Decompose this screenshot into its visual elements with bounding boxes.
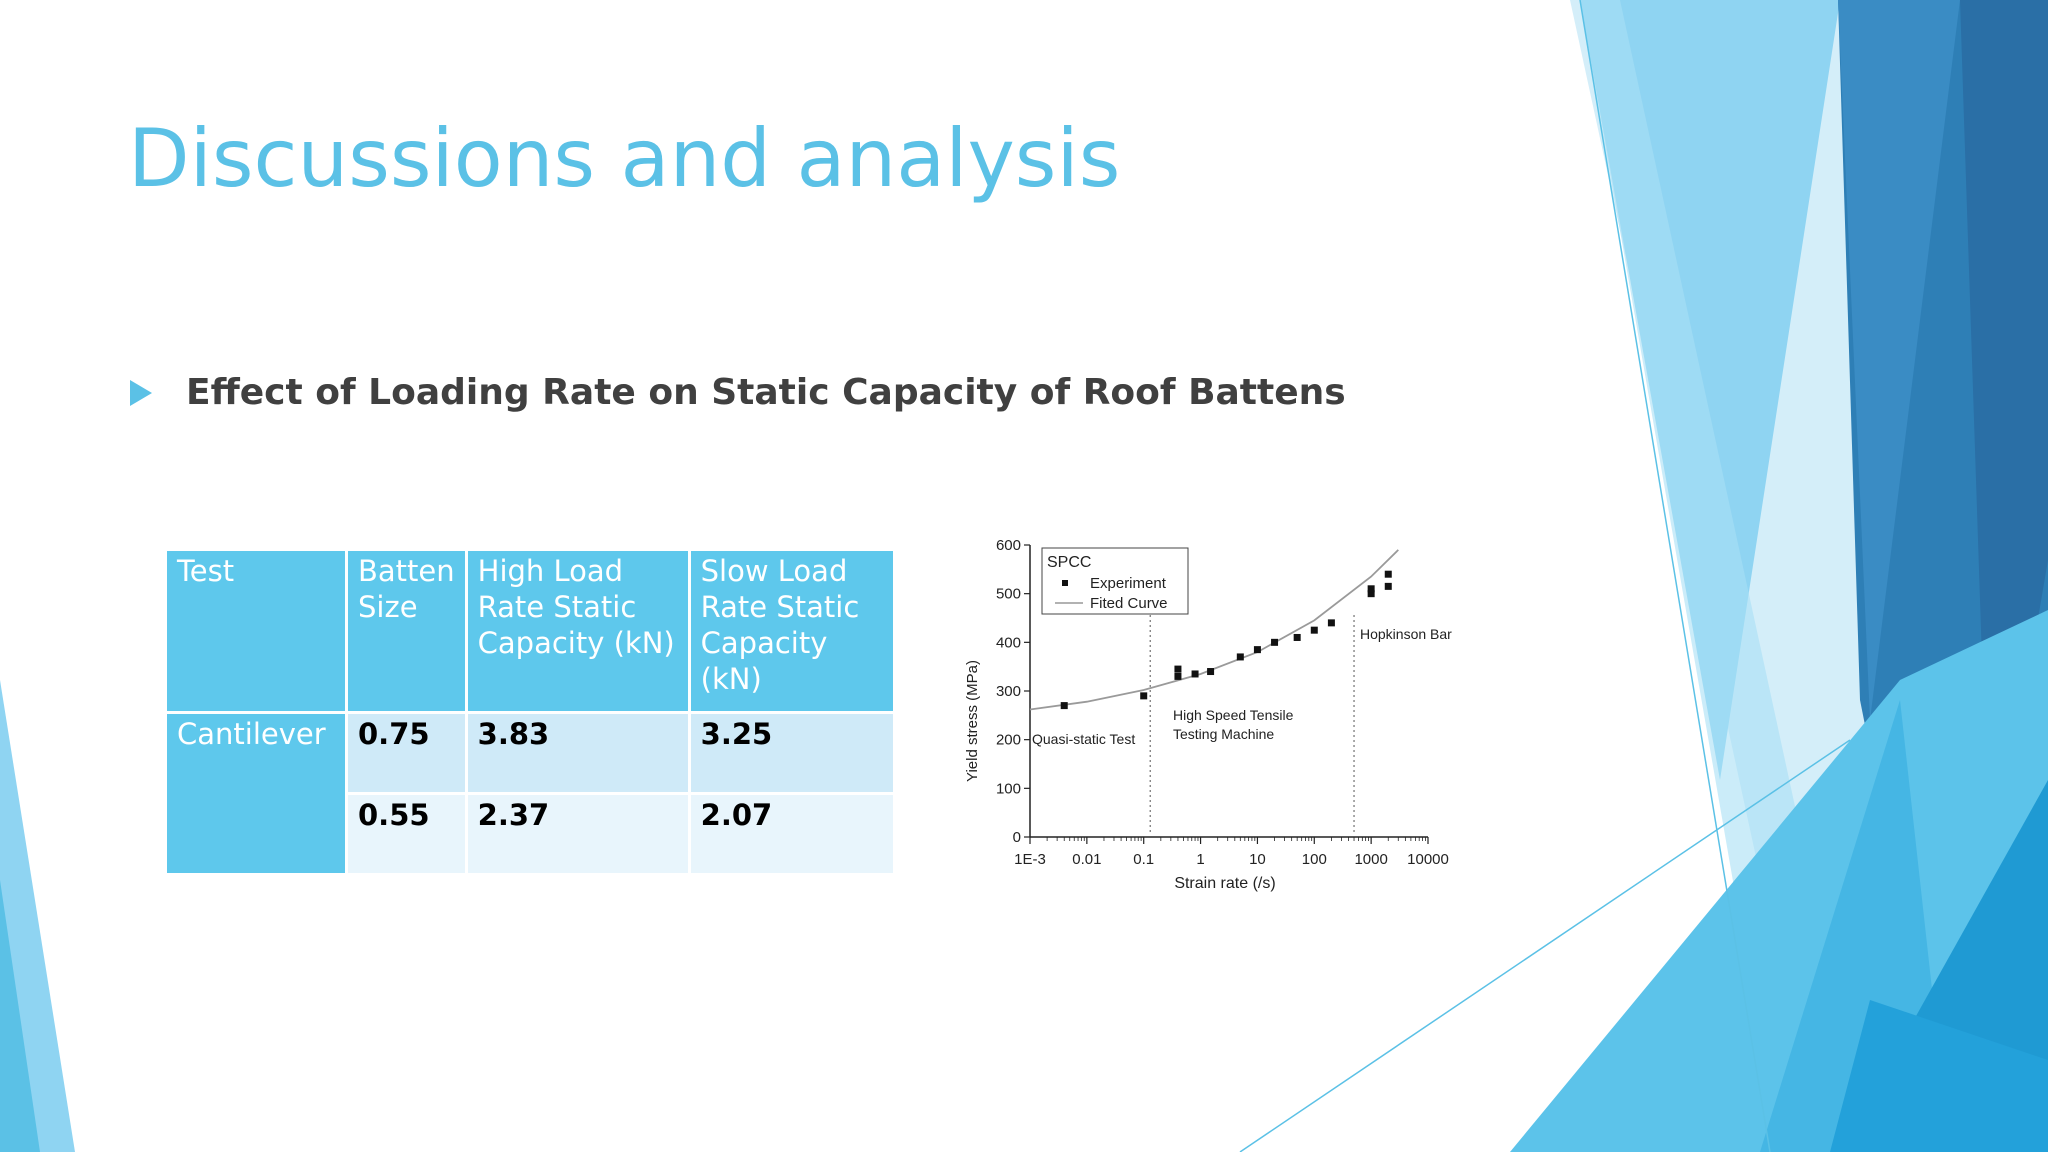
x-tick-label: 100 [1302, 851, 1327, 868]
cell-batten-size: 0.75 [345, 711, 468, 795]
x-tick-label: 0.1 [1133, 851, 1154, 868]
fitted-curve-line [1029, 549, 1399, 711]
experiment-point [1207, 668, 1215, 676]
legend-experiment-label: Experiment [1090, 575, 1167, 592]
legend-experiment-marker [1062, 580, 1068, 586]
experiment-point [1293, 633, 1301, 641]
yield-stress-chart: 0 100 200 300 400 500 600 1E-3 0.01 0.1 1 10 100 1000… [964, 537, 1452, 892]
capacity-table: Test Batten Size High Load Rate Static C… [164, 548, 896, 876]
experiment-point [1140, 692, 1148, 700]
table-row: 0.55 2.37 2.07 [166, 792, 896, 876]
bullet-arrow-icon [130, 379, 152, 406]
experiment-point [1236, 653, 1244, 661]
region-label-testing-machine: Testing Machine [1173, 726, 1274, 742]
y-tick-label: 100 [996, 780, 1021, 797]
cell-batten-size: 0.55 [345, 792, 468, 876]
experiment-point [1191, 670, 1199, 678]
table-header-row: Test Batten Size High Load Rate Static C… [164, 548, 896, 714]
cell-high-load: 2.37 [464, 792, 691, 876]
y-tick-label: 200 [996, 732, 1021, 749]
experiment-point [1367, 590, 1375, 598]
cell-high-load: 3.83 [464, 711, 691, 795]
experiment-point [1310, 626, 1318, 634]
bullet-text: Effect of Loading Rate on Static Capacit… [186, 372, 1346, 413]
cell-slow-load: 2.07 [687, 792, 896, 876]
slide-title: Discussions and analysis [128, 112, 1121, 205]
y-axis-label: Yield stress (MPa) [964, 660, 981, 782]
x-axis-label: Strain rate (/s) [1174, 875, 1275, 892]
region-label-high-speed: High Speed Tensile [1173, 707, 1294, 723]
header-batten-size: Batten Size [345, 548, 468, 714]
region-label-hopkinson: Hopkinson Bar [1360, 626, 1452, 642]
y-tick-label: 400 [996, 634, 1021, 651]
experiment-point [1060, 702, 1068, 710]
x-tick-label: 10000 [1407, 851, 1449, 868]
y-tick-label: 300 [996, 683, 1021, 700]
x-tick-label: 1 [1196, 851, 1204, 868]
experiment-point [1384, 582, 1392, 590]
experiment-point [1174, 665, 1182, 673]
experiment-point [1253, 646, 1261, 654]
region-label-quasi-static: Quasi-static Test [1032, 731, 1135, 747]
legend-title: SPCC [1047, 554, 1091, 571]
table-row: Cantilever 0.75 3.83 3.25 [164, 711, 896, 876]
header-high-load: High Load Rate Static Capacity (kN) [464, 548, 691, 714]
y-tick-label: 600 [996, 537, 1021, 554]
x-tick-label: 0.01 [1072, 851, 1101, 868]
experiment-point [1174, 672, 1182, 680]
x-tick-label: 1000 [1354, 851, 1387, 868]
header-test: Test [164, 548, 348, 714]
chart-marks: 0 100 200 300 400 500 600 1E-3 0.01 0.1 1 10 100 1000… [996, 537, 1449, 868]
x-tick-label: 10 [1249, 851, 1266, 868]
header-slow-load: Slow Load Rate Static Capacity (kN) [687, 548, 896, 714]
cell-slow-load: 3.25 [687, 711, 896, 795]
experiment-point [1367, 585, 1375, 593]
experiment-point [1384, 570, 1392, 578]
row-group-cantilever: Cantilever [164, 711, 348, 876]
bullet-item: Effect of Loading Rate on Static Capacit… [130, 372, 1346, 413]
experiment-point [1327, 619, 1335, 627]
experiment-point [1271, 638, 1279, 646]
x-tick-label: 1E-3 [1014, 851, 1046, 868]
y-tick-label: 500 [996, 586, 1021, 603]
y-tick-label: 0 [1013, 829, 1021, 846]
legend-curve-label: Fited Curve [1090, 595, 1168, 612]
